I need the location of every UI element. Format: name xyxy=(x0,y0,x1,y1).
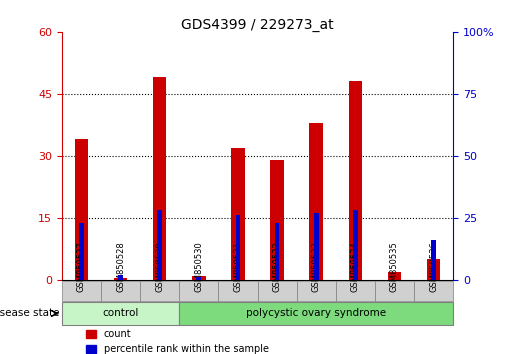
Bar xyxy=(235,216,241,280)
Bar xyxy=(153,77,166,280)
Bar xyxy=(231,148,245,280)
FancyBboxPatch shape xyxy=(101,281,140,301)
Bar xyxy=(75,139,88,280)
FancyBboxPatch shape xyxy=(179,302,453,325)
FancyBboxPatch shape xyxy=(414,281,453,301)
Bar xyxy=(349,81,362,280)
Bar xyxy=(79,223,84,280)
FancyBboxPatch shape xyxy=(179,281,218,301)
FancyBboxPatch shape xyxy=(62,302,179,325)
Bar xyxy=(314,213,319,280)
Text: GSM850534: GSM850534 xyxy=(351,241,360,292)
Text: control: control xyxy=(102,308,139,319)
FancyBboxPatch shape xyxy=(375,281,414,301)
Text: GSM850532: GSM850532 xyxy=(272,241,282,292)
Bar xyxy=(353,211,358,280)
FancyBboxPatch shape xyxy=(140,281,179,301)
Text: polycystic ovary syndrome: polycystic ovary syndrome xyxy=(246,308,386,319)
Text: GSM850531: GSM850531 xyxy=(233,241,243,292)
Bar xyxy=(388,272,401,280)
FancyBboxPatch shape xyxy=(336,281,375,301)
FancyBboxPatch shape xyxy=(297,281,336,301)
Bar xyxy=(196,278,201,280)
Text: GSM850528: GSM850528 xyxy=(116,241,125,292)
Legend: count, percentile rank within the sample: count, percentile rank within the sample xyxy=(86,330,269,354)
Bar xyxy=(427,259,440,280)
Text: GSM850530: GSM850530 xyxy=(194,241,203,292)
Bar xyxy=(310,123,323,280)
Bar xyxy=(157,211,162,280)
Bar xyxy=(274,223,280,280)
Bar xyxy=(192,276,205,280)
Text: GDS4399 / 229273_at: GDS4399 / 229273_at xyxy=(181,18,334,32)
FancyBboxPatch shape xyxy=(258,281,297,301)
Bar xyxy=(431,240,436,280)
Bar xyxy=(270,160,284,280)
Bar xyxy=(114,278,127,280)
Text: disease state: disease state xyxy=(0,308,60,319)
Text: GSM850533: GSM850533 xyxy=(312,241,321,292)
Text: GSM850536: GSM850536 xyxy=(429,241,438,292)
Text: GSM850529: GSM850529 xyxy=(155,241,164,292)
Text: GSM850527: GSM850527 xyxy=(77,241,86,292)
Text: GSM850535: GSM850535 xyxy=(390,241,399,292)
FancyBboxPatch shape xyxy=(218,281,258,301)
Bar xyxy=(118,275,123,280)
FancyBboxPatch shape xyxy=(62,281,101,301)
